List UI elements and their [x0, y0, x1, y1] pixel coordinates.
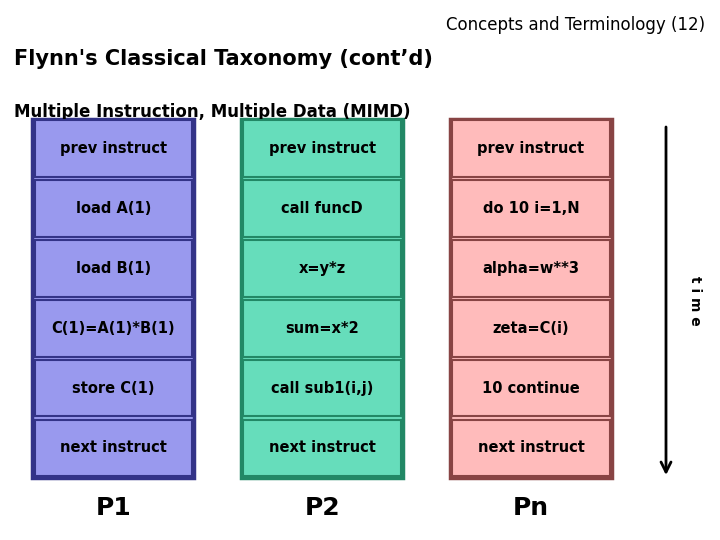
- Bar: [35, 240, 192, 297]
- Text: next instruct: next instruct: [60, 441, 167, 455]
- Text: call funcD: call funcD: [282, 201, 363, 216]
- Text: P1: P1: [96, 496, 131, 519]
- Bar: [35, 300, 192, 356]
- Text: P2: P2: [305, 496, 340, 519]
- Text: prev instruct: prev instruct: [60, 141, 167, 156]
- Bar: [452, 300, 610, 356]
- Text: Pn: Pn: [513, 496, 549, 519]
- Bar: [243, 300, 401, 356]
- Text: Concepts and Terminology (12): Concepts and Terminology (12): [446, 16, 706, 34]
- Text: next instruct: next instruct: [477, 441, 585, 455]
- Text: alpha=w**3: alpha=w**3: [482, 261, 580, 276]
- Text: C(1)=A(1)*B(1): C(1)=A(1)*B(1): [52, 321, 175, 336]
- Text: Multiple Instruction, Multiple Data (MIMD): Multiple Instruction, Multiple Data (MIM…: [14, 103, 411, 120]
- Text: load A(1): load A(1): [76, 201, 151, 216]
- Bar: [452, 420, 610, 476]
- Text: next instruct: next instruct: [269, 441, 376, 455]
- Text: store C(1): store C(1): [72, 381, 155, 396]
- Text: call sub1(i,j): call sub1(i,j): [271, 381, 374, 396]
- Text: do 10 i=1,N: do 10 i=1,N: [482, 201, 580, 216]
- Bar: [452, 360, 610, 416]
- Text: load B(1): load B(1): [76, 261, 151, 276]
- Bar: [35, 420, 192, 476]
- Text: x=y*z: x=y*z: [299, 261, 346, 276]
- Bar: [452, 180, 610, 237]
- Bar: [243, 360, 401, 416]
- Text: prev instruct: prev instruct: [477, 141, 585, 156]
- Bar: [35, 120, 192, 177]
- Text: zeta=C(i): zeta=C(i): [492, 321, 570, 336]
- Text: t i m e: t i m e: [688, 276, 701, 326]
- Bar: [243, 120, 401, 177]
- Bar: [450, 119, 612, 478]
- Bar: [452, 120, 610, 177]
- Text: prev instruct: prev instruct: [269, 141, 376, 156]
- Bar: [243, 240, 401, 297]
- Bar: [243, 180, 401, 237]
- Bar: [35, 360, 192, 416]
- Text: 10 continue: 10 continue: [482, 381, 580, 396]
- Bar: [35, 180, 192, 237]
- Bar: [32, 119, 194, 478]
- Bar: [243, 420, 401, 476]
- Text: sum=x*2: sum=x*2: [285, 321, 359, 336]
- Bar: [241, 119, 403, 478]
- Text: Flynn's Classical Taxonomy (cont’d): Flynn's Classical Taxonomy (cont’d): [14, 49, 433, 69]
- Bar: [452, 240, 610, 297]
